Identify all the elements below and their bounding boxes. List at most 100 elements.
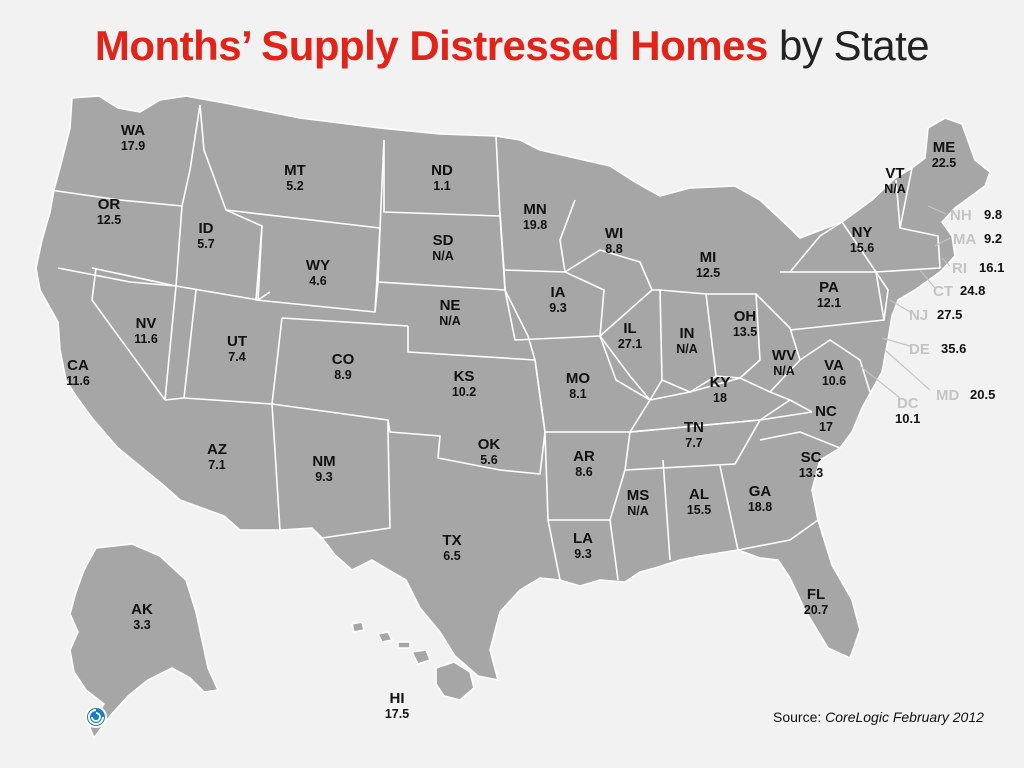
state-value-ma: 9.2 <box>984 231 1002 246</box>
leader-ct <box>919 269 936 289</box>
state-value-ms: N/A <box>627 504 649 518</box>
hawaii-maui <box>411 649 431 665</box>
state-abbr-wy: WY <box>306 257 330 274</box>
state-abbr-ri: RI <box>952 260 967 277</box>
hawaii-big-island <box>435 661 475 701</box>
state-value-id: 5.7 <box>197 237 214 251</box>
state-labels: WA17.9OR12.5CA11.6ID5.7NV11.6MT5.2WY4.6U… <box>66 122 956 721</box>
state-abbr-ga: GA <box>749 483 772 500</box>
state-abbr-ky: KY <box>710 374 731 391</box>
title-highlight: Months’ Supply Distressed Homes <box>94 22 769 69</box>
state-abbr-vt: VT <box>885 165 904 182</box>
state-value-nd: 1.1 <box>433 179 450 193</box>
source-label: Source: <box>773 709 826 725</box>
leader-nj <box>889 299 911 313</box>
state-borders <box>49 104 941 581</box>
leader-de <box>881 337 911 347</box>
leader-dc <box>859 365 901 399</box>
title-rest: by State <box>767 22 930 69</box>
source-note: Source: CoreLogic February 2012 <box>773 709 984 725</box>
state-value-ia: 9.3 <box>549 301 566 315</box>
state-abbr-nc: NC <box>815 403 837 420</box>
state-abbr-mo: MO <box>566 370 590 387</box>
state-abbr-mn: MN <box>523 201 546 218</box>
state-abbr-ms: MS <box>627 487 650 504</box>
state-value-ks: 10.2 <box>452 385 476 399</box>
state-abbr-ar: AR <box>573 448 595 465</box>
state-value-va: 10.6 <box>822 374 846 388</box>
state-value-sc: 13.3 <box>799 466 823 480</box>
state-abbr-va: VA <box>824 357 844 374</box>
state-abbr-nm: NM <box>312 453 335 470</box>
state-abbr-wa: WA <box>121 122 145 139</box>
hawaii-oahu <box>377 631 393 643</box>
state-value-mo: 8.1 <box>569 387 586 401</box>
state-value-nm: 9.3 <box>315 470 332 484</box>
hawaii-kauai <box>351 621 365 633</box>
state-value-co: 8.9 <box>334 368 351 382</box>
state-value-mn: 19.8 <box>523 218 547 232</box>
state-abbr-tx: TX <box>442 532 461 549</box>
state-abbr-pa: PA <box>819 279 839 296</box>
state-value-wa: 17.9 <box>121 139 145 153</box>
state-value-in: N/A <box>676 342 698 356</box>
state-abbr-oh: OH <box>734 308 757 325</box>
state-abbr-ia: IA <box>551 284 566 301</box>
state-value-ak: 3.3 <box>133 618 150 632</box>
leader-nh <box>927 205 947 215</box>
state-value-wv: N/A <box>773 364 795 378</box>
state-abbr-ks: KS <box>454 368 475 385</box>
state-abbr-il: IL <box>623 320 636 337</box>
state-value-me: 22.5 <box>932 156 956 170</box>
state-abbr-fl: FL <box>807 586 825 603</box>
state-value-dc: 10.1 <box>895 411 920 426</box>
state-abbr-mi: MI <box>700 249 717 266</box>
state-abbr-nh: NH <box>950 207 972 224</box>
state-value-nc: 17 <box>819 420 833 434</box>
state-abbr-ak: AK <box>131 601 153 618</box>
leader-ri <box>941 257 951 267</box>
state-value-md: 20.5 <box>970 387 995 402</box>
state-abbr-ct: CT <box>933 283 953 300</box>
state-value-ga: 18.8 <box>748 500 772 514</box>
corelogic-swirl-icon <box>85 706 107 728</box>
state-abbr-mt: MT <box>284 162 306 179</box>
state-value-al: 15.5 <box>687 503 711 517</box>
state-value-ok: 5.6 <box>480 453 497 467</box>
state-value-wy: 4.6 <box>309 274 326 288</box>
state-abbr-ne: NE <box>440 297 461 314</box>
source-text: CoreLogic February 2012 <box>825 709 984 725</box>
state-value-wi: 8.8 <box>605 242 622 256</box>
state-value-mt: 5.2 <box>286 179 303 193</box>
state-value-oh: 13.5 <box>733 325 757 339</box>
state-abbr-or: OR <box>98 196 121 213</box>
state-value-ca: 11.6 <box>66 374 90 388</box>
state-value-or: 12.5 <box>97 213 121 227</box>
state-value-pa: 12.1 <box>817 296 841 310</box>
state-value-tn: 7.7 <box>685 436 702 450</box>
state-abbr-me: ME <box>933 139 956 156</box>
state-value-ne: N/A <box>439 314 461 328</box>
state-abbr-md: MD <box>936 387 959 404</box>
state-value-vt: N/A <box>884 182 906 196</box>
state-value-la: 9.3 <box>574 547 591 561</box>
leader-ma <box>934 237 951 247</box>
state-abbr-ok: OK <box>478 436 501 453</box>
state-value-hi: 17.5 <box>385 707 409 721</box>
state-abbr-tn: TN <box>684 419 704 436</box>
state-value-nh: 9.8 <box>984 207 1002 222</box>
state-abbr-hi: HI <box>390 690 405 707</box>
state-abbr-ca: CA <box>67 357 89 374</box>
state-value-sd: N/A <box>432 249 454 263</box>
state-value-tx: 6.5 <box>443 549 460 563</box>
state-abbr-sd: SD <box>433 232 454 249</box>
state-abbr-la: LA <box>573 530 593 547</box>
state-abbr-al: AL <box>689 486 709 503</box>
state-value-il: 27.1 <box>618 337 642 351</box>
leader-md <box>884 349 931 391</box>
state-abbr-az: AZ <box>207 441 227 458</box>
state-abbr-ma: MA <box>953 231 976 248</box>
state-value-de: 35.6 <box>941 341 966 356</box>
contiguous-us-land <box>35 95 991 681</box>
state-abbr-sc: SC <box>801 449 822 466</box>
